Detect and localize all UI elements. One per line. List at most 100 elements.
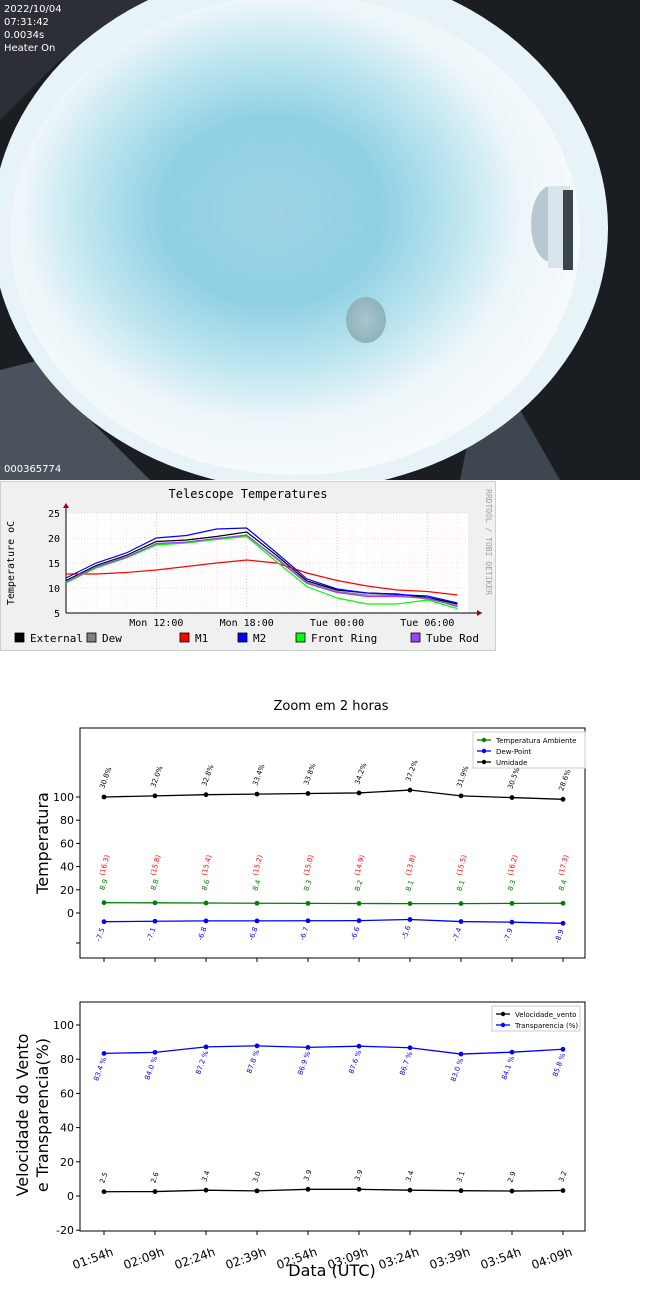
temperature-point-umidade [458,793,464,799]
telescope-x-tick-label: Mon 18:00 [220,618,274,629]
temperature-point-dew-point [560,920,566,926]
telescope-temperature-chart: Telescope Temperatures Temperature oC RR… [0,481,496,651]
temperature-point-dew-point [254,918,260,924]
humidity-data-label: 32.8% [200,763,215,787]
wind-legend-marker [500,1011,506,1017]
wind-point-velocidade-vento [152,1189,158,1194]
transparency-data-label: 87.2 % [194,1050,210,1076]
wind-y-tick-label: 80 [60,1053,74,1066]
camera-time: 07:31:42 [4,17,49,28]
wind-transparency-plot-frame [79,1001,586,1232]
temperature-legend-label: Umidade [496,759,527,767]
temperature-series-umidade [103,789,564,800]
dew-point-data-label: -8.9 [553,928,565,944]
temperature-y-tick-label: 100 [53,791,74,804]
ambient-temp-data-label: 8.9 [98,878,109,891]
wind-speed-data-label: 3.0 [251,1170,262,1183]
wind-speed-data-label: 3.1 [455,1170,466,1183]
wind-point-transparencia- [101,1050,107,1056]
temperature-point-temperatura-ambiente [152,900,158,906]
rrdtool-watermark: RRDTOOL / TOBI OETIKER [484,489,493,595]
telescope-x-tick-label: Mon 12:00 [129,618,183,629]
temperature-series-dew-point [103,918,564,924]
wind-point-transparencia- [509,1049,515,1055]
telescope-legend-swatch [410,632,421,643]
temperature-point-dew-point [356,918,362,924]
ambient-temp-data-label: 8.3 [302,879,313,892]
dome-structure [531,186,573,270]
wind-series-transparencia- [103,1045,564,1055]
ambient-temp-data-label: 8.4 [251,878,263,892]
transparency-data-label: 84.0 % [143,1055,159,1081]
wind-point-transparencia- [152,1049,158,1055]
wind-point-velocidade-vento [254,1188,260,1194]
wind-x-tick-label: 03:39h [428,1245,472,1273]
telescope-legend-swatch [237,632,248,643]
wind-point-velocidade-vento [407,1187,413,1193]
temperature-point-umidade [152,793,158,799]
telescope-legend-swatch [14,632,25,643]
transparency-data-label: 86.9 % [296,1050,312,1076]
wind-x-tick-label: 02:39h [224,1245,268,1273]
telescope-y-tick-label: 20 [48,534,60,545]
wind-point-velocidade-vento [509,1188,515,1194]
telescope-chart-svg: Telescope Temperatures Temperature oC RR… [0,481,496,651]
dew-depression-data-label: (15.4) [200,854,213,877]
transparency-data-label: 85.8 % [551,1052,567,1078]
transparency-data-label: 87.6 % [347,1049,363,1075]
telescope-legend-swatch [295,632,306,643]
humidity-data-label: 30.5% [506,766,521,790]
moon [346,297,386,343]
telescope-x-tick-label: Tue 06:00 [400,618,454,629]
camera-date: 2022/10/04 [4,4,62,15]
telescope-legend-label: Dew [102,632,122,645]
allsky-camera-image: 2022/10/04 07:31:42 0.0034s Heater On 00… [0,0,640,480]
telescope-legend-label: Tube Rod [426,632,479,645]
temperature-point-temperatura-ambiente [356,901,362,906]
wind-point-transparencia- [254,1043,260,1049]
wind-speed-data-label: 3.4 [200,1169,212,1183]
wind-y-tick-label: 60 [60,1087,74,1100]
temperature-point-dew-point [458,919,464,924]
transparency-data-label: 83.4 % [92,1056,108,1082]
ambient-temp-data-label: 8.2 [353,879,364,892]
ambient-temp-data-label: 8.3 [506,879,517,892]
zoom-2h-panel: Zoom em 2 horas Temperatura 0 20 40 60 80 100… [0,690,650,1290]
temperature-point-temperatura-ambiente [560,900,566,906]
telescope-legend-label: M1 [195,632,208,645]
sky-photo [0,0,640,480]
dew-point-data-label: -7.1 [145,926,157,942]
telescope-y-arrow [63,503,69,508]
zoom-chart-svg: Zoom em 2 horas Temperatura 0 20 40 60 80 100… [13,699,586,1280]
temperature-point-umidade [356,790,362,796]
telescope-x-arrow [477,610,482,616]
ambient-temp-data-label: 8.1 [404,879,415,892]
camera-exposure: 0.0034s [4,30,45,41]
camera-frame-id: 000365774 [4,464,62,475]
transparency-data-label: 83.0 % [449,1057,465,1083]
telescope-legend-swatch [179,632,190,643]
temperature-point-umidade [101,794,107,800]
dew-point-data-label: -7.4 [451,926,463,942]
humidity-data-label: 37.2% [404,759,419,783]
telescope-series-front-ring [65,535,458,610]
wind-point-velocidade-vento [305,1186,311,1192]
dew-depression-data-label: (15.8) [149,854,162,877]
wind-y-tick-label: -20 [56,1224,74,1237]
temperature-point-temperatura-ambiente [458,901,464,907]
wind-point-transparencia- [458,1051,464,1057]
telescope-y-tick-label: 25 [48,509,60,520]
temperature-point-umidade [509,795,515,800]
temperature-point-temperatura-ambiente [101,900,107,906]
telescope-x-tick-label: Tue 00:00 [310,618,364,629]
temperature-y-tick-label: 40 [60,861,74,874]
telescope-legend-label: Front Ring [311,632,377,645]
dew-point-data-label: -7.9 [502,927,514,943]
wind-point-transparencia- [305,1045,311,1050]
dew-depression-data-label: (15.2) [251,854,264,877]
ambient-temp-data-label: 8.1 [455,879,466,892]
ambient-temp-data-label: 8.4 [557,878,569,892]
zoom-chart-title: Zoom em 2 horas [273,699,388,714]
humidity-data-label: 30.8% [98,766,113,790]
telescope-series-m2 [65,527,458,604]
